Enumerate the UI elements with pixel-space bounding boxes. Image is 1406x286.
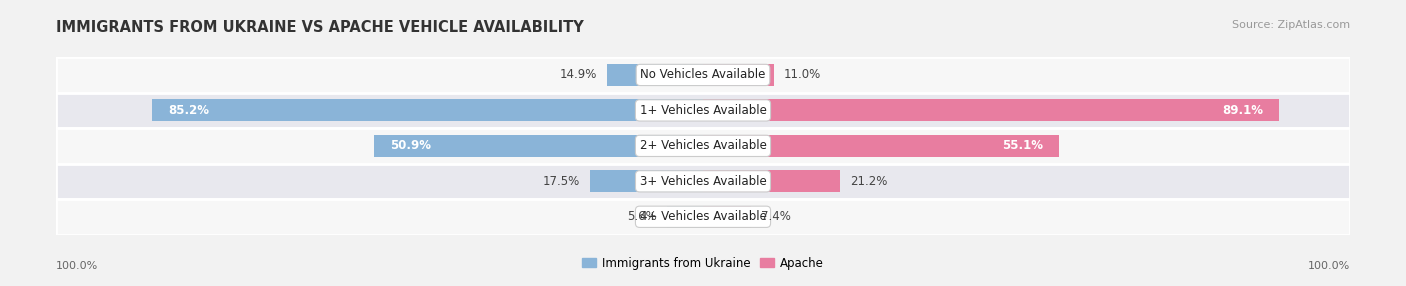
Text: 50.9%: 50.9% <box>389 139 432 152</box>
Text: 11.0%: 11.0% <box>785 68 821 82</box>
Text: 85.2%: 85.2% <box>169 104 209 117</box>
Bar <box>56 57 1350 93</box>
Text: 14.9%: 14.9% <box>560 68 598 82</box>
Text: 55.1%: 55.1% <box>1002 139 1043 152</box>
Text: 2+ Vehicles Available: 2+ Vehicles Available <box>640 139 766 152</box>
Text: 17.5%: 17.5% <box>543 175 581 188</box>
Text: 7.4%: 7.4% <box>761 210 790 223</box>
Bar <box>56 93 1350 128</box>
Bar <box>591 170 703 192</box>
Text: 100.0%: 100.0% <box>56 261 98 271</box>
Bar <box>666 206 703 228</box>
Bar <box>703 206 751 228</box>
Bar <box>374 135 703 157</box>
Text: 89.1%: 89.1% <box>1222 104 1263 117</box>
Bar <box>152 100 703 121</box>
Text: 3+ Vehicles Available: 3+ Vehicles Available <box>640 175 766 188</box>
Text: 5.6%: 5.6% <box>627 210 657 223</box>
Text: 1+ Vehicles Available: 1+ Vehicles Available <box>640 104 766 117</box>
Bar <box>703 135 1059 157</box>
Bar <box>606 64 703 86</box>
Text: Source: ZipAtlas.com: Source: ZipAtlas.com <box>1232 20 1350 30</box>
Bar <box>56 164 1350 199</box>
Bar <box>703 64 775 86</box>
Text: 21.2%: 21.2% <box>849 175 887 188</box>
Text: 100.0%: 100.0% <box>1308 261 1350 271</box>
Text: 4+ Vehicles Available: 4+ Vehicles Available <box>640 210 766 223</box>
Bar <box>56 128 1350 164</box>
Bar <box>703 170 841 192</box>
Bar <box>56 199 1350 235</box>
Text: No Vehicles Available: No Vehicles Available <box>640 68 766 82</box>
Legend: Immigrants from Ukraine, Apache: Immigrants from Ukraine, Apache <box>578 252 828 274</box>
Text: IMMIGRANTS FROM UKRAINE VS APACHE VEHICLE AVAILABILITY: IMMIGRANTS FROM UKRAINE VS APACHE VEHICL… <box>56 20 583 35</box>
Bar <box>703 100 1279 121</box>
